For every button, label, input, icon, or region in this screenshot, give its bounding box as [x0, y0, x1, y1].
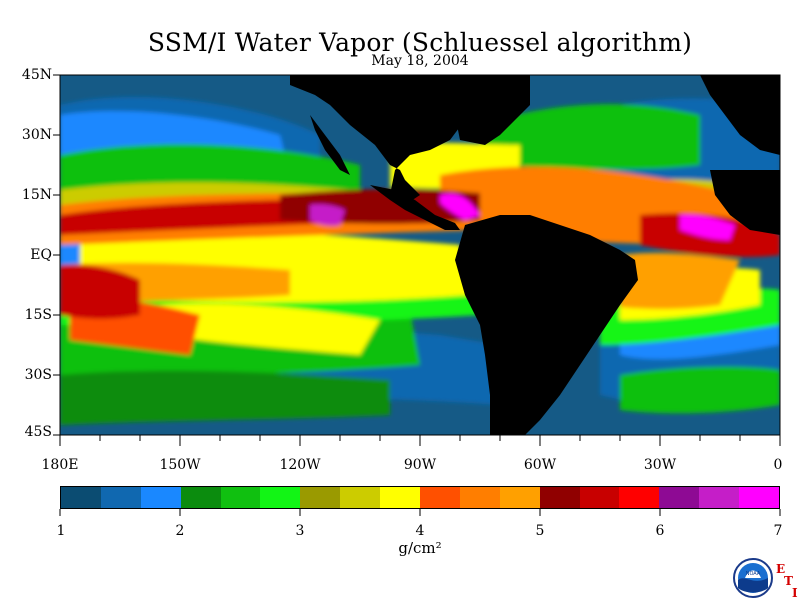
colorbar-segment — [340, 487, 381, 508]
colorbar-tick: 5 — [535, 523, 545, 539]
lat-label: 30S — [24, 367, 52, 383]
lon-label: 60W — [523, 457, 557, 473]
lon-label: 180E — [41, 457, 79, 473]
lon-label: 120W — [279, 457, 321, 473]
colorbar-segment — [140, 487, 181, 508]
colorbar-segment — [220, 487, 261, 508]
colorbar-tick: 7 — [773, 523, 783, 539]
lat-label: EQ — [30, 247, 52, 263]
colorbar-tick: 6 — [655, 523, 665, 539]
lat-label: 15N — [21, 187, 52, 203]
lat-label: 30N — [21, 127, 52, 143]
colorbar-segment — [659, 487, 700, 508]
colorbar-segment — [499, 487, 540, 508]
colorbar-segment — [180, 487, 221, 508]
lat-label: 15S — [24, 307, 52, 323]
colorbar-segment — [260, 487, 301, 508]
colorbar-segment — [539, 487, 580, 508]
colorbar-segment — [619, 487, 660, 508]
colorbar-segment — [420, 487, 460, 508]
lat-label: 45N — [21, 67, 52, 83]
colorbar-tick: 3 — [295, 523, 305, 539]
colorbar-segment — [459, 487, 500, 508]
lon-label: 0 — [773, 457, 783, 473]
colorbar-tick: 2 — [175, 523, 185, 539]
svg-text:NOAA: NOAA — [746, 571, 761, 577]
colorbar-segment — [579, 487, 620, 508]
colorbar-tick: 1 — [56, 523, 66, 539]
map-title: SSM/I Water Vapor (Schluessel algorithm) — [147, 28, 693, 57]
land-mask — [290, 75, 780, 435]
water-vapor-map — [60, 75, 780, 435]
lon-label: 150W — [159, 457, 201, 473]
logo-letter: T — [784, 574, 793, 588]
colorbar-segment — [61, 487, 101, 508]
lat-label: 45S — [24, 424, 52, 440]
map-date: May 18, 2004 — [371, 53, 469, 69]
colorbar-tick: 4 — [415, 523, 425, 539]
colorbar-segment — [300, 487, 341, 508]
colorbar — [60, 486, 780, 509]
colorbar-segment — [380, 487, 421, 508]
colorbar-segment — [100, 487, 141, 508]
logo-letter: E — [776, 562, 786, 576]
lon-label: 90W — [403, 457, 437, 473]
water-vapor-field — [60, 75, 780, 435]
units-label: g/cm² — [398, 539, 442, 557]
noaa-logo-icon: NOAA — [733, 558, 773, 598]
lon-label: 30W — [643, 457, 677, 473]
colorbar-segment — [739, 487, 780, 508]
colorbar-segment — [699, 487, 740, 508]
logo-letter: I — [792, 586, 798, 600]
